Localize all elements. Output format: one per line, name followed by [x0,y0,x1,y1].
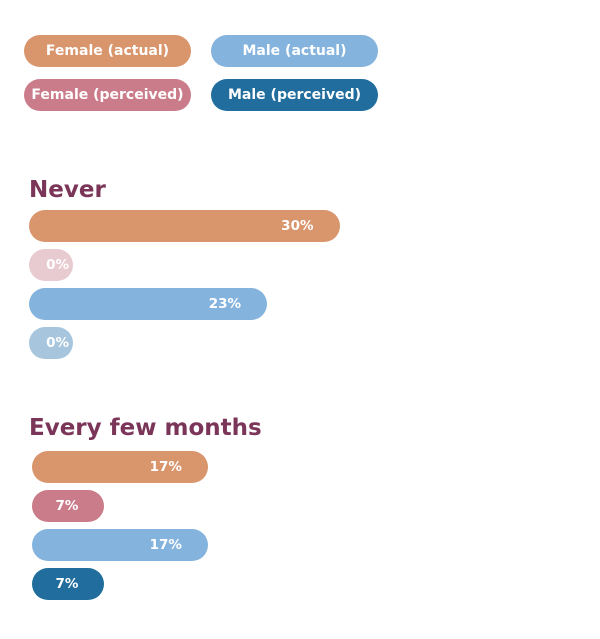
bar: 17% [32,451,208,483]
legend-item: Female (actual) [24,35,191,67]
bar: 30% [29,210,340,242]
legend-item: Male (perceived) [211,79,378,111]
bar: 7% [32,568,105,600]
legend-item: Male (actual) [211,35,378,67]
bar: 17% [32,529,208,561]
legend-item: Female (perceived) [24,79,191,111]
bar: 0% [29,327,73,359]
bar: 7% [32,490,105,522]
bar: 23% [29,288,268,320]
bar: 0% [29,249,73,281]
group-title: Every few months [29,415,262,441]
group-title: Never [29,177,106,203]
